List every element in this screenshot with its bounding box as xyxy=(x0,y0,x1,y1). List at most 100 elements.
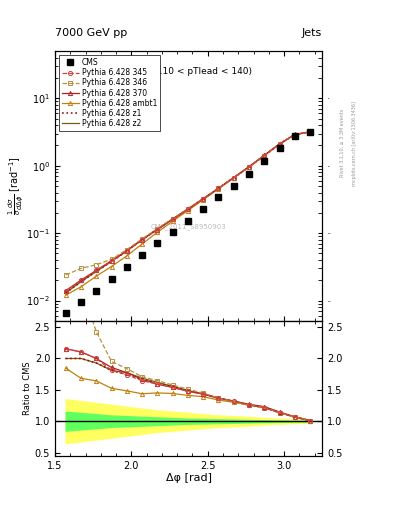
Pythia 6.428 ambt1 xyxy=(94,273,99,279)
Line: Pythia 6.428 ambt1: Pythia 6.428 ambt1 xyxy=(64,130,312,297)
Pythia 6.428 z1 xyxy=(292,132,297,138)
Pythia 6.428 z2 xyxy=(292,132,297,138)
Pythia 6.428 345 xyxy=(94,267,99,273)
Pythia 6.428 345 xyxy=(170,216,175,222)
Legend: CMS, Pythia 6.428 345, Pythia 6.428 346, Pythia 6.428 370, Pythia 6.428 ambt1, P: CMS, Pythia 6.428 345, Pythia 6.428 346,… xyxy=(59,55,160,131)
Pythia 6.428 z2 xyxy=(308,129,312,135)
Pythia 6.428 ambt1 xyxy=(185,207,190,214)
Pythia 6.428 345 xyxy=(125,248,129,254)
Pythia 6.428 370 xyxy=(94,267,99,273)
Pythia 6.428 z1 xyxy=(216,185,221,191)
Pythia 6.428 346 xyxy=(231,175,236,181)
Pythia 6.428 345 xyxy=(277,141,282,147)
Pythia 6.428 z2 xyxy=(262,153,266,159)
Pythia 6.428 ambt1 xyxy=(231,175,236,181)
Pythia 6.428 346 xyxy=(155,225,160,231)
Pythia 6.428 346 xyxy=(277,141,282,147)
CMS xyxy=(185,218,190,224)
Pythia 6.428 ambt1 xyxy=(216,186,221,192)
Pythia 6.428 346 xyxy=(125,247,129,253)
Pythia 6.428 370 xyxy=(216,185,221,191)
Pythia 6.428 z2 xyxy=(63,290,68,296)
Pythia 6.428 345 xyxy=(262,153,266,159)
CMS xyxy=(109,276,114,282)
Pythia 6.428 ambt1 xyxy=(155,229,160,236)
Pythia 6.428 345 xyxy=(246,164,251,170)
Pythia 6.428 345 xyxy=(201,196,206,202)
Pythia 6.428 346 xyxy=(185,205,190,211)
Line: CMS: CMS xyxy=(63,130,313,316)
CMS xyxy=(125,264,129,270)
Y-axis label: Ratio to CMS: Ratio to CMS xyxy=(23,361,32,415)
Pythia 6.428 370 xyxy=(170,216,175,222)
Pythia 6.428 z2 xyxy=(140,236,144,242)
CMS xyxy=(308,129,312,135)
Line: Pythia 6.428 345: Pythia 6.428 345 xyxy=(64,130,312,293)
CMS xyxy=(246,170,251,177)
Pythia 6.428 346 xyxy=(63,272,68,278)
Pythia 6.428 z2 xyxy=(246,164,251,170)
CMS xyxy=(231,183,236,189)
CMS xyxy=(63,310,68,316)
Pythia 6.428 ambt1 xyxy=(170,218,175,224)
Pythia 6.428 z2 xyxy=(79,279,83,285)
Pythia 6.428 370 xyxy=(231,175,236,181)
Pythia 6.428 346 xyxy=(308,129,312,135)
Pythia 6.428 z1 xyxy=(79,279,83,285)
Pythia 6.428 z1 xyxy=(125,248,129,254)
Pythia 6.428 370 xyxy=(292,132,297,138)
Pythia 6.428 z2 xyxy=(277,141,282,147)
Pythia 6.428 345 xyxy=(155,226,160,232)
Pythia 6.428 346 xyxy=(140,236,144,242)
Pythia 6.428 ambt1 xyxy=(308,129,312,135)
Pythia 6.428 ambt1 xyxy=(79,284,83,290)
Pythia 6.428 346 xyxy=(79,265,83,271)
Pythia 6.428 z2 xyxy=(109,259,114,265)
Pythia 6.428 370 xyxy=(63,288,68,294)
Pythia 6.428 ambt1 xyxy=(63,292,68,298)
Pythia 6.428 z2 xyxy=(170,216,175,222)
Text: Jets: Jets xyxy=(302,28,322,38)
Line: Pythia 6.428 z1: Pythia 6.428 z1 xyxy=(66,132,310,293)
Pythia 6.428 ambt1 xyxy=(292,132,297,138)
Y-axis label: $\frac{1}{\sigma}\frac{d\sigma}{d\Delta\phi}$ [rad$^{-1}$]: $\frac{1}{\sigma}\frac{d\sigma}{d\Delta\… xyxy=(6,157,25,216)
CMS xyxy=(170,229,175,235)
CMS xyxy=(79,299,83,305)
Pythia 6.428 370 xyxy=(201,196,206,202)
Text: 7000 GeV pp: 7000 GeV pp xyxy=(55,28,127,38)
Text: Δφ(jj) (110 < pTlead < 140): Δφ(jj) (110 < pTlead < 140) xyxy=(126,68,252,76)
X-axis label: Δφ [rad]: Δφ [rad] xyxy=(165,473,212,483)
CMS xyxy=(216,195,221,201)
Pythia 6.428 345 xyxy=(63,288,68,294)
Pythia 6.428 z1 xyxy=(155,226,160,232)
Pythia 6.428 z1 xyxy=(185,206,190,212)
CMS xyxy=(155,240,160,246)
Pythia 6.428 346 xyxy=(201,196,206,202)
Pythia 6.428 z2 xyxy=(125,248,129,254)
Pythia 6.428 370 xyxy=(140,237,144,243)
Pythia 6.428 z1 xyxy=(140,237,144,243)
Pythia 6.428 345 xyxy=(140,237,144,243)
Pythia 6.428 346 xyxy=(170,216,175,222)
Pythia 6.428 z1 xyxy=(262,153,266,159)
Pythia 6.428 370 xyxy=(308,129,312,135)
Pythia 6.428 z1 xyxy=(94,268,99,274)
Pythia 6.428 370 xyxy=(277,141,282,147)
Text: mcplots.cern.ch [arXiv:1306.3436]: mcplots.cern.ch [arXiv:1306.3436] xyxy=(352,101,357,186)
Pythia 6.428 370 xyxy=(262,152,266,158)
Line: Pythia 6.428 346: Pythia 6.428 346 xyxy=(64,130,312,277)
Pythia 6.428 z1 xyxy=(231,175,236,181)
Pythia 6.428 345 xyxy=(231,175,236,181)
CMS xyxy=(94,288,99,294)
Pythia 6.428 ambt1 xyxy=(125,253,129,259)
Pythia 6.428 370 xyxy=(185,206,190,212)
Pythia 6.428 346 xyxy=(262,153,266,159)
Pythia 6.428 370 xyxy=(109,258,114,264)
Pythia 6.428 z1 xyxy=(246,164,251,170)
Pythia 6.428 z1 xyxy=(277,141,282,147)
Pythia 6.428 z1 xyxy=(109,259,114,265)
Pythia 6.428 345 xyxy=(185,206,190,212)
Pythia 6.428 z2 xyxy=(201,196,206,202)
Pythia 6.428 z2 xyxy=(216,185,221,191)
CMS xyxy=(292,133,297,139)
